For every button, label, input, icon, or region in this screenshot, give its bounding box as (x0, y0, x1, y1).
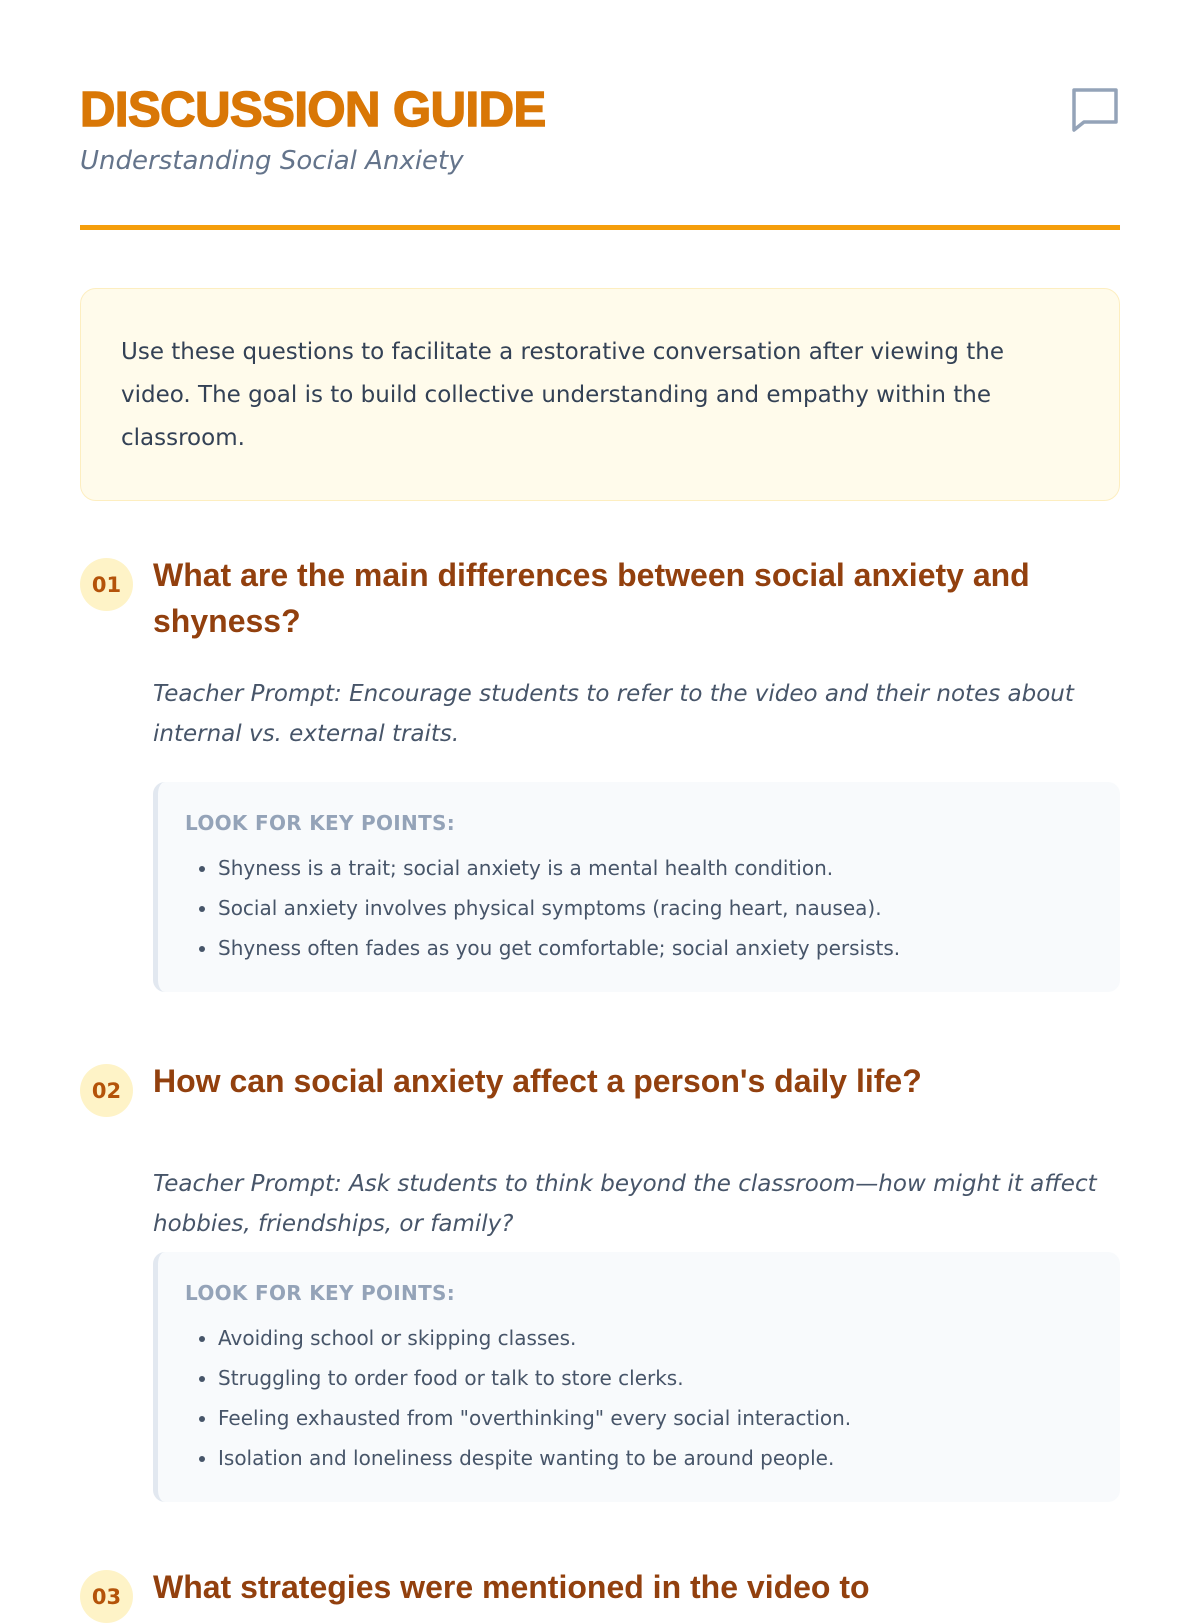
question-heading: What are the main differences between so… (153, 557, 1030, 639)
teacher-prompt: Teacher Prompt: Ask students to think be… (153, 1171, 1097, 1237)
question-heading: How can social anxiety affect a person's… (153, 1063, 922, 1099)
key-points-box: LOOK FOR KEY POINTS: Shyness is a trait;… (153, 782, 1120, 992)
question-heading: What strategies were mentioned in the vi… (153, 1569, 870, 1605)
key-point: Social anxiety involves physical symptom… (218, 888, 1120, 928)
key-points-label: LOOK FOR KEY POINTS: (185, 811, 456, 835)
teacher-prompt: Teacher Prompt: Encourage students to re… (153, 681, 1074, 747)
key-point: Shyness is a trait; social anxiety is a … (218, 848, 1120, 888)
header-divider (80, 225, 1120, 230)
key-point: Isolation and loneliness despite wanting… (218, 1438, 1120, 1478)
key-points-label: LOOK FOR KEY POINTS: (185, 1281, 456, 1305)
key-point: Shyness often fades as you get comfortab… (218, 928, 1120, 968)
intro-callout: Use these questions to facilitate a rest… (80, 288, 1120, 501)
question-number-badge: 02 (80, 1064, 133, 1117)
page-subtitle: Understanding Social Anxiety (80, 146, 464, 176)
chat-bubble-icon (1072, 88, 1118, 132)
key-point: Struggling to order food or talk to stor… (218, 1358, 1120, 1398)
question-number-badge: 03 (80, 1570, 133, 1623)
page-title: DISCUSSION GUIDE (79, 82, 547, 138)
key-point: Feeling exhausted from "overthinking" ev… (218, 1398, 1120, 1438)
key-point: Avoiding school or skipping classes. (218, 1318, 1120, 1358)
key-points-box: LOOK FOR KEY POINTS: Avoiding school or … (153, 1252, 1120, 1502)
question-number-badge: 01 (80, 558, 133, 611)
